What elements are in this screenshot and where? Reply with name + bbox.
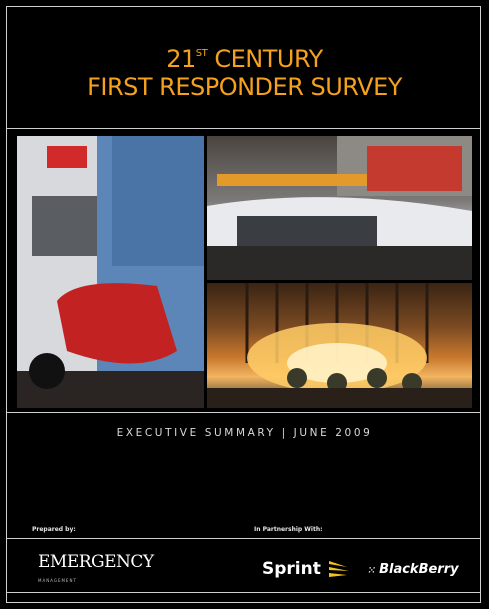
- photo-collage: [17, 136, 472, 408]
- divider-logos-top: [6, 538, 481, 539]
- divider-top: [6, 128, 481, 129]
- emergency-management-sub: MANAGEMENT: [38, 578, 77, 583]
- divider-middle: [6, 412, 481, 413]
- sprint-logo: Sprint: [262, 559, 351, 579]
- divider-bottom: [6, 592, 481, 593]
- title-line-2: FIRST RESPONDER SURVEY: [87, 73, 402, 101]
- title-century: CENTURY: [207, 45, 323, 73]
- title-number: 21: [166, 45, 196, 73]
- executive-summary-line: EXECUTIVE SUMMARY | JUNE 2009: [116, 427, 373, 439]
- cover-frame: [6, 6, 481, 603]
- prepared-by-label: Prepared by:: [32, 526, 76, 533]
- sprint-swoosh-icon: [328, 561, 349, 577]
- blackberry-logo: ⁙ BlackBerry: [368, 562, 459, 577]
- fire-scene-photo: [207, 283, 472, 408]
- partnership-label: In Partnership With:: [254, 526, 323, 533]
- paramedic-photo: [17, 136, 204, 408]
- title-line-1: 21ST CENTURY: [0, 42, 489, 73]
- emergency-management-logo: EMERGENCY: [38, 552, 154, 572]
- title-superscript: ST: [195, 48, 208, 59]
- blackberry-dots-icon: ⁙: [368, 566, 375, 576]
- police-car-photo: [207, 136, 472, 280]
- blackberry-wordmark: BlackBerry: [379, 562, 459, 577]
- sprint-wordmark: Sprint: [262, 559, 321, 579]
- cover-title: 21ST CENTURY FIRST RESPONDER SURVEY: [0, 42, 489, 101]
